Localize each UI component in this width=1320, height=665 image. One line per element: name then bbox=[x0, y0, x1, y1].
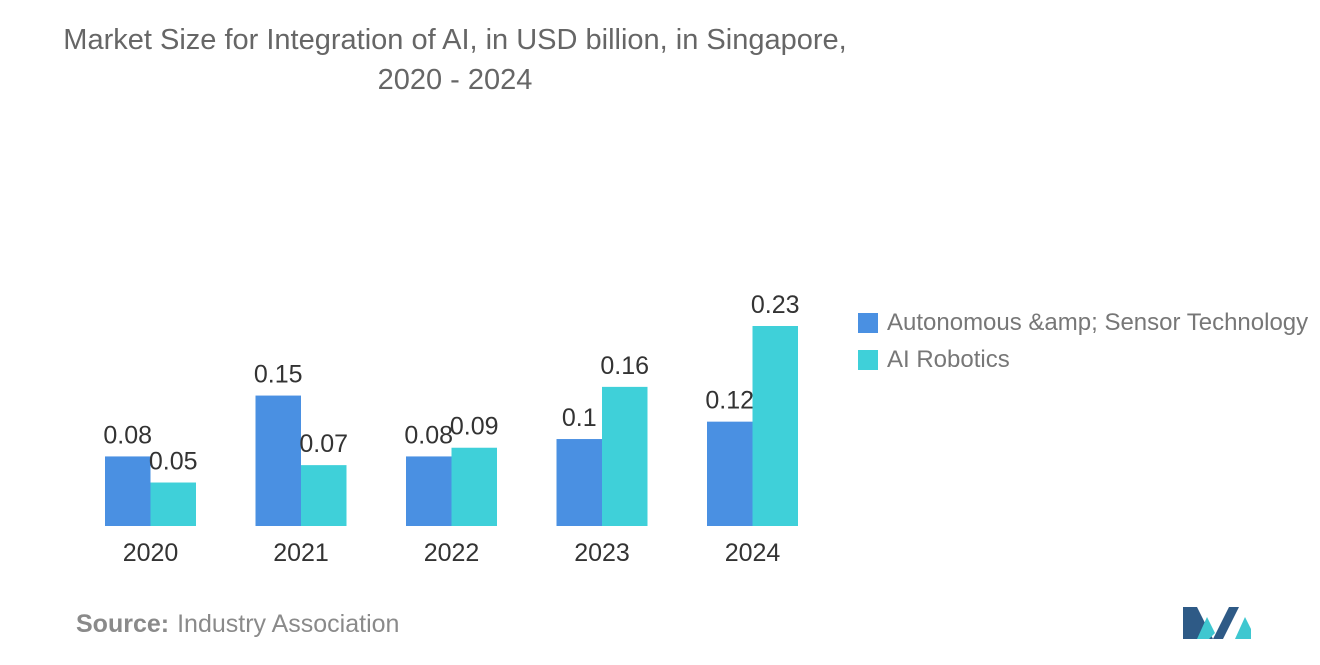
source-text: Industry Association bbox=[177, 610, 400, 638]
data-label-ai-robotics-2021: 0.07 bbox=[299, 430, 348, 458]
x-tick-label-2022: 2022 bbox=[424, 539, 480, 567]
chart-title: Market Size for Integration of AI, in US… bbox=[63, 24, 847, 96]
bar-ai-robotics-2023 bbox=[602, 386, 648, 526]
x-tick-label-2020: 2020 bbox=[123, 539, 179, 567]
x-tick-label-2021: 2021 bbox=[273, 539, 329, 567]
data-label-ai-robotics-2022: 0.09 bbox=[450, 413, 499, 441]
bar-autonomous-2023 bbox=[556, 439, 602, 526]
bar-autonomous-2021 bbox=[255, 395, 301, 526]
data-label-ai-robotics-2023: 0.16 bbox=[600, 352, 649, 380]
bar-autonomous-2020 bbox=[105, 456, 151, 526]
legend-item-autonomous: Autonomous &amp; Sensor Technology bbox=[858, 304, 1308, 341]
data-label-autonomous-2021: 0.15 bbox=[254, 361, 303, 389]
bar-autonomous-2022 bbox=[406, 456, 452, 526]
bar-autonomous-2024 bbox=[707, 421, 753, 526]
source-label: Source: bbox=[76, 610, 170, 638]
bar-chart: 0.080.0520200.150.0720210.080.0920220.10… bbox=[103, 291, 800, 567]
legend-label-ai-robotics: AI Robotics bbox=[887, 345, 1010, 373]
data-label-autonomous-2020: 0.08 bbox=[103, 421, 152, 449]
bar-ai-robotics-2022 bbox=[451, 447, 497, 526]
data-label-ai-robotics-2020: 0.05 bbox=[149, 448, 198, 476]
bar-ai-robotics-2020 bbox=[150, 482, 196, 526]
x-tick-label-2024: 2024 bbox=[725, 539, 781, 567]
legend-swatch-ai-robotics bbox=[858, 349, 878, 370]
bar-ai-robotics-2024 bbox=[752, 326, 798, 526]
legend: Autonomous &amp; Sensor Technology AI Ro… bbox=[858, 304, 1308, 378]
legend-swatch-autonomous bbox=[858, 312, 878, 333]
bar-ai-robotics-2021 bbox=[301, 465, 347, 526]
legend-label-autonomous: Autonomous &amp; Sensor Technology bbox=[887, 308, 1309, 336]
data-label-autonomous-2022: 0.08 bbox=[404, 421, 453, 449]
x-tick-label-2023: 2023 bbox=[574, 539, 630, 567]
brand-logo-icon bbox=[1183, 607, 1251, 639]
data-label-autonomous-2024: 0.12 bbox=[705, 387, 754, 415]
data-label-ai-robotics-2024: 0.23 bbox=[751, 291, 800, 319]
source-note: Source: Industry Association bbox=[76, 610, 399, 639]
legend-item-ai-robotics: AI Robotics bbox=[858, 341, 1308, 378]
data-label-autonomous-2023: 0.1 bbox=[562, 404, 597, 432]
